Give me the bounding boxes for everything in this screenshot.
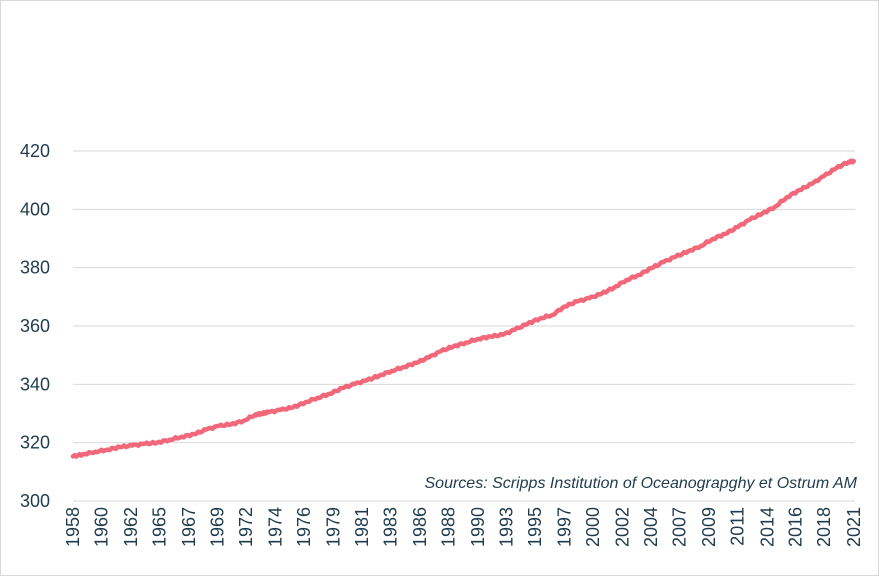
x-tick-label: 2016 xyxy=(786,507,806,547)
x-tick-label: 1969 xyxy=(208,507,228,547)
x-tick-label: 1958 xyxy=(63,507,83,547)
x-tick-label: 1979 xyxy=(324,507,344,547)
x-tick-label: 2000 xyxy=(583,507,603,547)
y-tick-label: 320 xyxy=(20,433,50,453)
x-tick-label: 1960 xyxy=(91,507,111,547)
y-tick-label: 420 xyxy=(20,141,50,161)
y-tick-label: 300 xyxy=(20,491,50,511)
x-tick-label: 2007 xyxy=(670,507,690,547)
x-tick-label: 2004 xyxy=(641,507,661,547)
y-tick-label: 360 xyxy=(20,316,50,336)
x-tick-label: 1990 xyxy=(468,507,488,547)
x-tick-label: 1967 xyxy=(179,507,199,547)
y-tick-label: 400 xyxy=(20,199,50,219)
source-note: Sources: Scripps Institution of Oceanogr… xyxy=(425,475,858,492)
x-axis-tick-labels: 1958 1960 1962 1965 1967 1969 1972 1974 1976 1979… xyxy=(63,507,864,547)
x-tick-label: 1997 xyxy=(555,507,575,547)
x-tick-label: 1995 xyxy=(525,507,545,547)
x-tick-label: 1974 xyxy=(266,507,286,547)
x-tick-label: 2014 xyxy=(757,507,777,547)
x-tick-label: 1976 xyxy=(294,507,314,547)
y-tick-label: 380 xyxy=(20,258,50,278)
gridlines xyxy=(73,150,855,502)
y-tick-label: 340 xyxy=(20,374,50,394)
x-tick-label: 1986 xyxy=(410,507,430,547)
y-axis-tick-labels: 300 320 340 360 380 400 420 xyxy=(20,141,50,511)
x-tick-label: 2002 xyxy=(613,507,633,547)
x-tick-label: 2011 xyxy=(728,507,748,546)
x-tick-label: 1983 xyxy=(380,507,400,547)
x-tick-label: 1972 xyxy=(236,507,256,547)
x-tick-label: 1962 xyxy=(121,507,141,547)
x-tick-label: 1988 xyxy=(439,507,459,547)
x-tick-label: 2021 xyxy=(844,507,864,547)
series-line-0 xyxy=(70,158,857,459)
x-tick-label: 2018 xyxy=(814,507,834,547)
x-tick-label: 2009 xyxy=(699,507,719,547)
x-tick-label: 1993 xyxy=(497,507,517,547)
series-layer xyxy=(70,158,857,459)
x-tick-label: 1965 xyxy=(149,507,169,547)
x-tick-label: 1981 xyxy=(352,507,372,547)
